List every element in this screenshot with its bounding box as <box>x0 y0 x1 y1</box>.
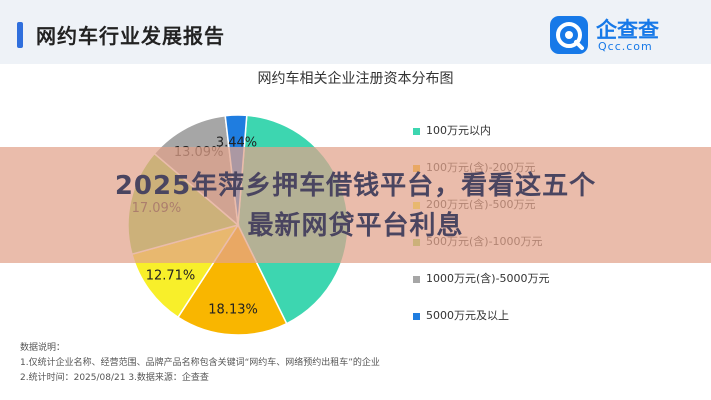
chart-title: 网约车相关企业注册资本分布图 <box>257 71 454 87</box>
slice-data-label: 12.71% <box>146 268 196 283</box>
legend-item[interactable]: 100万元以内 <box>413 122 491 138</box>
slice-data-label: 3.44% <box>216 135 257 150</box>
report-title: 网约车行业发展报告 <box>36 24 225 48</box>
qcc-logo[interactable]: 企查查 Qcc.com <box>548 12 698 56</box>
report-header: 网约车行业发展报告 企查查 Qcc.com <box>0 0 711 64</box>
headline-banner: 2025年萍乡押车借钱平台，看看这五个 最新网贷平台利息 <box>0 147 711 263</box>
logo-domain: Qcc.com <box>598 40 653 53</box>
legend-label: 5000万元及以上 <box>426 309 509 322</box>
notes-heading: 数据说明： <box>20 343 66 353</box>
qcc-logo-icon <box>550 16 588 54</box>
logo-name: 企查查 <box>596 18 659 42</box>
legend-swatch <box>413 275 420 283</box>
title-accent-bar <box>17 22 23 48</box>
legend-label: 100万元以内 <box>426 124 491 137</box>
notes-line-2: 2.统计时间：2025/08/21 3.数据来源：企查查 <box>20 373 209 383</box>
data-notes: 数据说明： 1.仅统计企业名称、经营范围、品牌产品名称包含关键词“网约车、网络预… <box>20 340 380 385</box>
legend-item[interactable]: 1000万元(含)-5000万元 <box>413 270 550 286</box>
legend-swatch <box>413 127 420 135</box>
legend-item[interactable]: 5000万元及以上 <box>413 307 509 323</box>
headline-line-1: 2025年萍乡押车借钱平台，看看这五个 <box>114 171 597 201</box>
slice-data-label: 18.13% <box>208 302 258 317</box>
legend-label: 1000万元(含)-5000万元 <box>426 272 550 285</box>
legend-swatch <box>413 312 420 320</box>
notes-line-1: 1.仅统计企业名称、经营范围、品牌产品名称包含关键词“网约车、网络预约出租车”的… <box>20 358 380 368</box>
pie-slice <box>176 223 288 336</box>
headline-line-2: 最新网贷平台利息 <box>247 211 464 241</box>
